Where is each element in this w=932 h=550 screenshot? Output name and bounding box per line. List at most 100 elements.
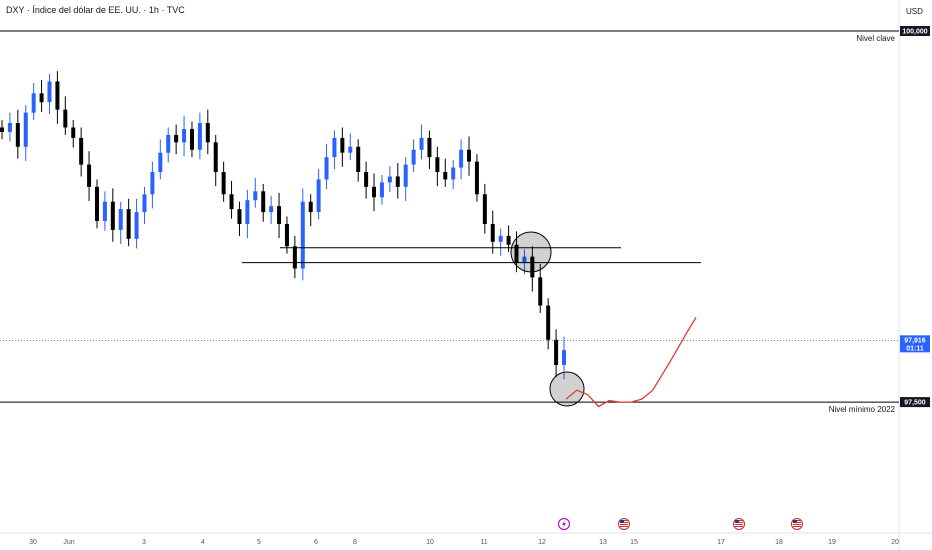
candle-body (284, 223, 289, 247)
candle-body (237, 209, 242, 224)
candle-body (395, 176, 400, 187)
flag-stripe (620, 526, 628, 527)
candle-body (372, 186, 377, 198)
time-tick-label: 6 (314, 539, 318, 546)
time-tick-label: Jun (63, 539, 74, 546)
candle-body (253, 191, 258, 201)
candle-body (427, 137, 432, 158)
last-price-countdown: 01:11 (906, 345, 924, 352)
candle-body (490, 223, 495, 242)
time-tick-label: 3 (142, 539, 146, 546)
candle-body (142, 194, 147, 213)
candle-body (71, 127, 76, 138)
candle-body (102, 201, 107, 221)
candle-body (166, 134, 171, 153)
candle-body (0, 127, 4, 132)
candle-body (87, 164, 92, 187)
flag-canton (620, 520, 624, 523)
candle-body (419, 137, 424, 150)
time-tick-label: 13 (599, 539, 607, 546)
candle-body (261, 191, 266, 213)
candle-body (522, 256, 527, 263)
candle-body (364, 172, 369, 187)
candle-body (245, 200, 250, 224)
candle-body (189, 128, 194, 150)
flag-stripe (735, 524, 743, 525)
level-label: Nivel mínimo 2022 (829, 405, 896, 414)
candle-body (474, 161, 479, 195)
candle-body (47, 81, 52, 103)
candle-body (205, 123, 210, 143)
flag-stripe (620, 524, 628, 525)
candle-body (482, 194, 487, 224)
event-markers[interactable] (557, 517, 803, 531)
candles[interactable] (0, 71, 566, 380)
flag-canton (793, 520, 797, 523)
candle-body (63, 109, 68, 128)
time-tick-label: 30 (29, 539, 37, 546)
candle-body (546, 305, 551, 340)
time-tick-label: 8 (353, 539, 357, 546)
candle-body (530, 256, 535, 278)
level-label: Nivel clave (856, 34, 895, 43)
candle-body (316, 179, 321, 213)
price-tag-text: 100,000 (902, 29, 927, 36)
candle-body (403, 164, 408, 187)
price-tag (900, 26, 930, 36)
candle-body (506, 235, 511, 245)
candle-body (39, 93, 44, 103)
candle-body (554, 339, 559, 365)
time-tick-label: 18 (775, 539, 783, 546)
candle-body (435, 157, 440, 173)
time-tick-label: 20 (891, 539, 899, 546)
candle-body (498, 235, 503, 242)
candle-body (467, 149, 472, 162)
highlight-circle-bottom (549, 371, 585, 407)
candle-body (348, 146, 353, 153)
candle-body (340, 137, 345, 153)
candle-body (379, 182, 384, 198)
overlays: Nivel clave 100,000 Nivel mínimo 2022 97,50… (0, 26, 930, 414)
candle-body (459, 149, 464, 168)
lightning-event-icon[interactable] (557, 517, 571, 531)
us-flag-icon[interactable] (733, 518, 745, 530)
candle-body (15, 123, 20, 147)
candle-body (411, 149, 416, 165)
candle-body (387, 176, 392, 183)
candle-body (94, 186, 99, 221)
time-tick-label: 4 (201, 539, 205, 546)
price-tag (900, 397, 930, 408)
candle-body (221, 172, 226, 195)
us-flag-icon[interactable] (791, 518, 803, 530)
time-tick-label: 15 (630, 539, 638, 546)
time-tick-label: 19 (828, 539, 836, 546)
candle-body (332, 137, 337, 158)
candle-body (23, 112, 28, 147)
price-tag-text: 97,500 (904, 400, 926, 407)
candle-body (229, 194, 234, 210)
us-flag-icon[interactable] (618, 518, 630, 530)
last-price-tag (900, 335, 930, 353)
time-tick-label: 5 (257, 539, 261, 546)
candle-body (182, 128, 187, 143)
highlight-circle-breakdown (510, 231, 552, 273)
candle-body (292, 246, 297, 269)
candle-body (356, 146, 361, 173)
time-tick-label: 11 (480, 539, 487, 546)
flag-stripe (793, 524, 801, 525)
time-axis: 30 Jun 3 4 5 6 8 10 11 12 13 15 17 18 19 20 (29, 539, 899, 546)
candle-body (269, 206, 274, 213)
time-tick-label: 10 (426, 539, 434, 546)
candle-body (277, 206, 282, 224)
candle-body (300, 201, 305, 269)
candle-body (197, 123, 202, 150)
candle-body (150, 172, 155, 195)
candle-body (451, 167, 456, 180)
lightning-bolt (562, 520, 566, 528)
candle-body (308, 201, 313, 213)
currency-label: USD (906, 7, 923, 16)
candle-body (213, 142, 218, 173)
flag-canton (735, 520, 739, 523)
candle-body (562, 350, 566, 365)
